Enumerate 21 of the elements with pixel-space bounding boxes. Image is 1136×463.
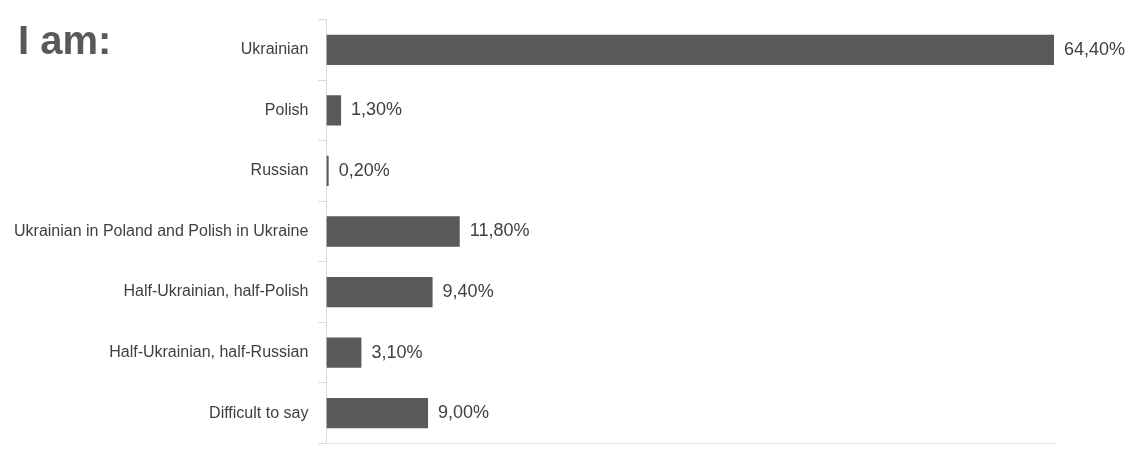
y-tick-label: Ukrainian bbox=[240, 40, 309, 58]
y-tick-label: Polish bbox=[264, 100, 309, 118]
data-label: 64,40% bbox=[1064, 38, 1126, 59]
y-tick-label: Ukrainian in Poland and Polish in Ukraine bbox=[14, 221, 309, 239]
y-tick-label: Difficult to say bbox=[209, 403, 309, 421]
data-label: 9,00% bbox=[438, 402, 490, 423]
data-label: 11,80% bbox=[469, 220, 530, 241]
y-tick-label: Half-Ukrainian, half-Polish bbox=[123, 282, 309, 300]
y-tick-label: Russian bbox=[250, 161, 309, 179]
bar bbox=[326, 276, 433, 308]
bar bbox=[326, 337, 362, 368]
bar bbox=[326, 34, 1054, 66]
bar bbox=[326, 216, 460, 247]
data-label: 9,40% bbox=[442, 281, 494, 302]
y-tick-label: Half-Ukrainian, half-Russian bbox=[109, 342, 309, 360]
bar bbox=[326, 95, 342, 126]
data-label: 0,20% bbox=[338, 159, 390, 180]
data-label: 3,10% bbox=[371, 341, 423, 362]
bar bbox=[326, 397, 429, 429]
data-label: 1,30% bbox=[351, 99, 403, 120]
chart-title: I am: bbox=[18, 18, 112, 63]
